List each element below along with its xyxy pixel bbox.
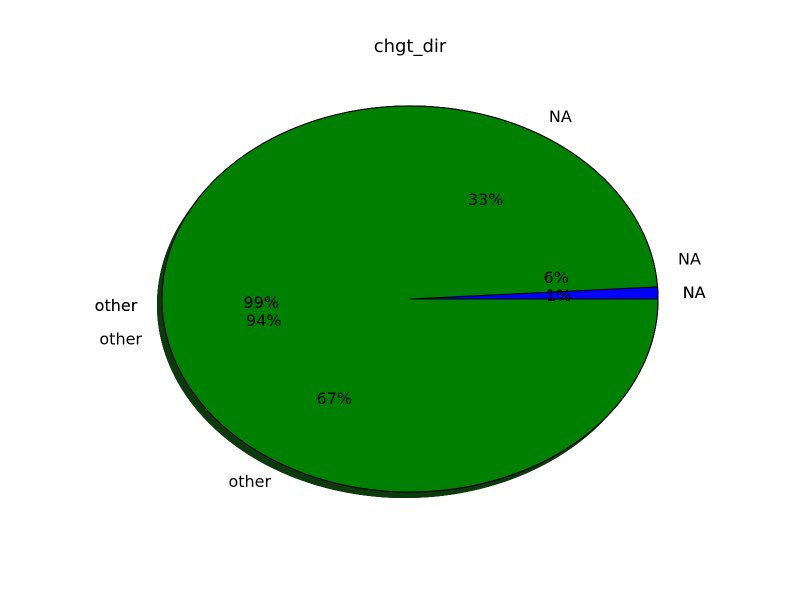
slice-label: NA: [678, 250, 701, 269]
slice-label: other: [95, 296, 138, 315]
slice-label: other: [99, 329, 142, 348]
slice-percent-label: 99%: [244, 293, 280, 312]
slice-percent-label: 33%: [468, 190, 504, 209]
slice-percent-label: 6%: [544, 268, 569, 287]
slice-label: other: [228, 472, 271, 491]
slice-percent-label: 1%: [546, 286, 571, 305]
slice-label: NA: [683, 283, 706, 302]
pie-slice-other: [161, 105, 659, 493]
slice-percent-label: 1%: [546, 286, 571, 305]
slice-percent-label: 94%: [246, 311, 282, 330]
slice-label: NA: [549, 107, 572, 126]
slice-label: NA: [683, 283, 706, 302]
slice-percent-label: 99%: [244, 293, 280, 312]
slice-percent-label: 67%: [317, 389, 353, 408]
slice-label: other: [95, 296, 138, 315]
pie-slices: [161, 105, 659, 493]
chart-title: chgt_dir: [374, 36, 447, 57]
